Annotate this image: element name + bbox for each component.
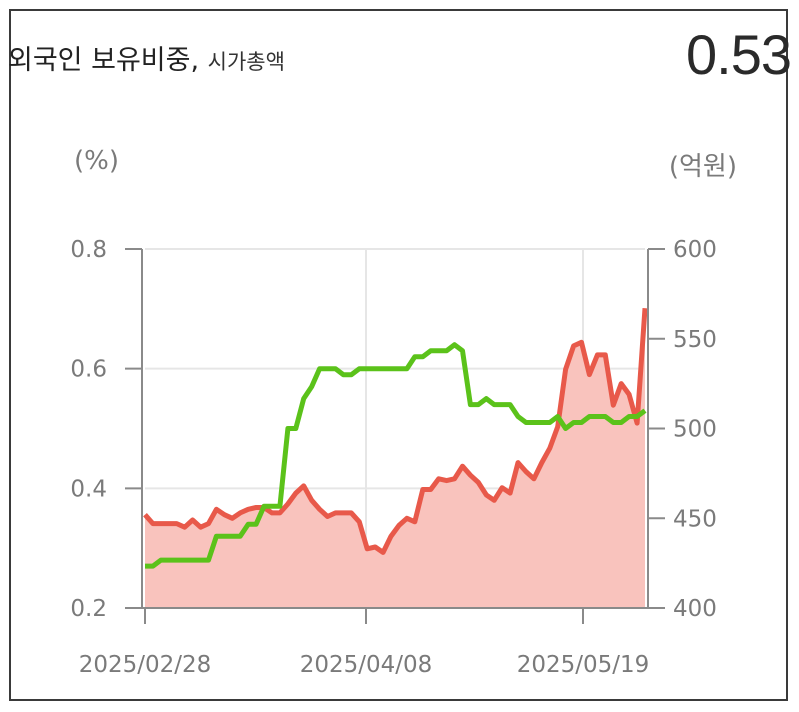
left-tick-label: 0.2 [70, 596, 107, 622]
series-lines [143, 308, 648, 569]
right-tick-label: 500 [673, 417, 717, 443]
market-cap-area [145, 308, 645, 608]
right-tick-label: 550 [673, 327, 717, 353]
right-tick-label: 450 [673, 506, 717, 532]
left-axis-unit: (%) [74, 146, 119, 176]
market-cap-area-fill [145, 308, 645, 608]
tick-labels: 0.8 0.6 0.4 0.2 600 550 500 450 400 2025/02/28 202… [70, 237, 716, 678]
left-tick-label: 0.6 [70, 357, 107, 383]
x-tick-label: 2025/05/19 [517, 652, 650, 678]
axes [125, 248, 665, 624]
right-tick-label: 400 [673, 596, 717, 622]
market-cap-line [143, 308, 648, 555]
right-axis-unit: (억원) [668, 152, 737, 182]
title-subtitle: 시가총액 [207, 50, 285, 74]
current-value: 0.53 [686, 23, 792, 86]
foreign-ownership-line [145, 342, 647, 569]
x-tick-label: 2025/04/08 [300, 652, 433, 678]
right-tick-label: 600 [673, 237, 717, 263]
left-tick-label: 0.4 [70, 476, 107, 502]
chart-title: 외국인 보유비중, 시가총액 [8, 38, 285, 77]
x-tick-label: 2025/02/28 [79, 652, 212, 678]
title-main: 외국인 보유비중, [8, 45, 200, 76]
left-tick-label: 0.8 [70, 237, 107, 263]
